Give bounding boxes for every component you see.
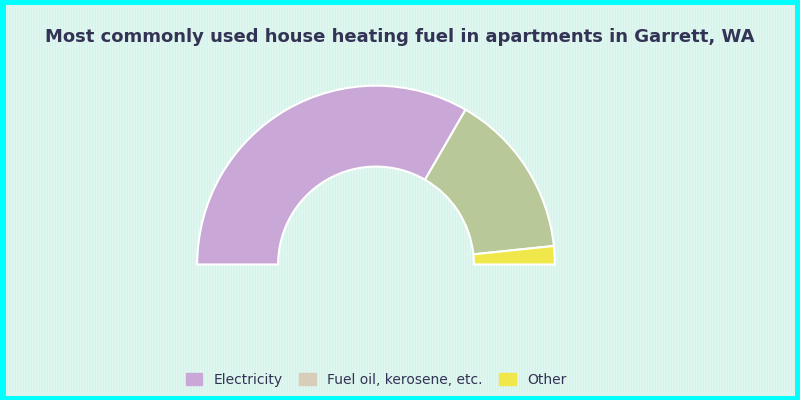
Wedge shape (474, 246, 555, 264)
Wedge shape (425, 110, 554, 254)
Text: Most commonly used house heating fuel in apartments in Garrett, WA: Most commonly used house heating fuel in… (46, 28, 754, 46)
Legend: Electricity, Fuel oil, kerosene, etc., Other: Electricity, Fuel oil, kerosene, etc., O… (186, 373, 566, 387)
Wedge shape (197, 86, 466, 264)
